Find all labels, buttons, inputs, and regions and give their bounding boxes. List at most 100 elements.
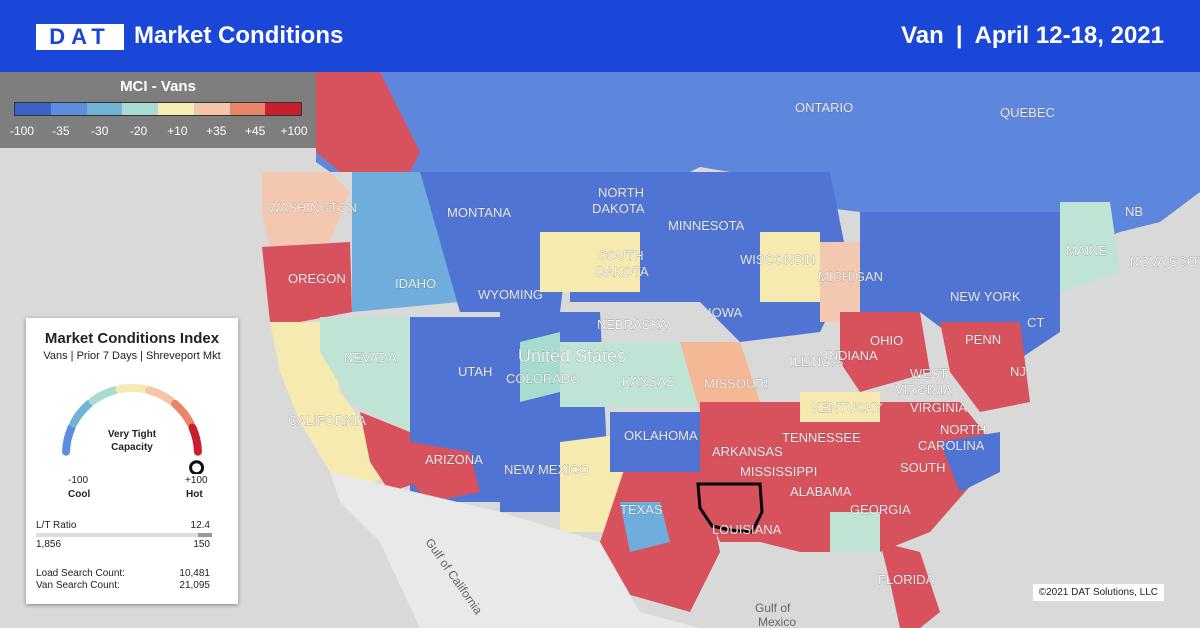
- legend-swatch: [15, 103, 51, 115]
- label-alabama: ALABAMA: [790, 484, 852, 499]
- lt-ratio-bar: [36, 533, 212, 537]
- region-kentucky: [800, 392, 880, 422]
- region-california: [270, 322, 390, 492]
- label-nova-scotia: NOVA SCOTIA: [1130, 254, 1200, 269]
- load-search-value: 10,481: [179, 568, 210, 579]
- legend-ticks: -100 -35 -30 -20 +10 +35 +45 +100: [0, 124, 316, 140]
- gauge-min-value: -100: [68, 475, 89, 486]
- mci-gauge: [62, 384, 205, 474]
- legend-swatch: [122, 103, 158, 115]
- legend-tick: -35: [52, 124, 70, 138]
- region-montana-wyo: [420, 172, 570, 312]
- lt-ratio-value: 12.4: [190, 520, 210, 531]
- legend-tick: +10: [167, 124, 188, 138]
- label-arizona: ARIZONA: [425, 452, 483, 467]
- label-south-dakota-2: DAKOTA: [596, 264, 649, 279]
- label-montana: MONTANA: [447, 205, 511, 220]
- region-arizona-hot: [410, 442, 480, 502]
- label-colorado: COLORADO: [506, 371, 580, 386]
- legend-swatch: [193, 103, 230, 115]
- gauge-indicator: [189, 460, 205, 474]
- van-search-value: 21,095: [179, 580, 210, 591]
- copyright-credit: ©2021 DAT Solutions, LLC: [1032, 584, 1164, 601]
- legend-swatch: [86, 103, 123, 115]
- legend-swatch: [265, 103, 301, 115]
- label-nj: NJ: [1010, 364, 1026, 379]
- legend-title: MCI - Vans: [120, 78, 196, 95]
- card-title: Market Conditions Index: [44, 330, 220, 347]
- region-southeast: [700, 402, 1000, 552]
- label-west-virginia-2: VIRGINIA: [895, 382, 952, 397]
- label-maine: MAINE: [1066, 243, 1108, 258]
- label-iowa: IOWA: [708, 305, 743, 320]
- label-new-york: NEW YORK: [950, 289, 1021, 304]
- label-california: CALIFORNIA: [288, 413, 366, 428]
- region-maine: [1060, 202, 1120, 292]
- mci-map[interactable]: ONTARIO QUEBEC NB NOVA SCOTIA WASHINGTON…: [0, 72, 1200, 628]
- label-wisconsin: WISCONSIN: [740, 252, 815, 267]
- region-south-dakota: [540, 232, 640, 292]
- header-separator: |: [955, 22, 963, 49]
- label-kentucky: KENTUCKY: [812, 400, 883, 415]
- label-quebec: QUEBEC: [1000, 105, 1055, 120]
- van-search-label: Van Search Count:: [36, 580, 120, 591]
- label-idaho: IDAHO: [395, 276, 436, 291]
- label-penn: PENN: [965, 332, 1001, 347]
- card-subtitle: Vans | Prior 7 Days | Shreveport Mkt: [43, 350, 221, 362]
- label-illinois: ILLINOIS: [790, 354, 844, 369]
- label-kansas: KANSAS: [622, 374, 675, 389]
- gauge-status-line2: Capacity: [111, 442, 153, 453]
- shreveport-market-outline: [696, 482, 764, 534]
- legend-tick: +100: [280, 124, 308, 138]
- label-oregon: OREGON: [288, 271, 346, 286]
- legend-swatch: [158, 103, 194, 115]
- legend-tick: -100: [9, 124, 35, 138]
- region-georgia: [830, 512, 880, 552]
- gauge-arc-segment: [188, 423, 202, 456]
- region-kansas: [560, 342, 700, 407]
- label-nb: NB: [1125, 204, 1143, 219]
- region-canada: [316, 72, 1200, 252]
- label-louisiana: LOUISIANA: [712, 522, 782, 537]
- gauge-arc-segment: [170, 399, 195, 428]
- region-ohio-valley: [840, 312, 930, 392]
- label-nebraska: NEBRASKA: [597, 317, 668, 332]
- label-ohio: OHIO: [870, 333, 903, 348]
- region-mexico: [330, 472, 700, 628]
- gauge-status-line1: Very Tight: [107, 429, 157, 440]
- label-new-mexico: NEW MEXICO: [504, 462, 589, 477]
- label-nevada: NEVADA: [344, 350, 397, 365]
- label-west-virginia-1: WEST: [910, 366, 948, 381]
- mci-legend: MCI - Vans -100 -35 -30 -20 +10 +35 +45 +100: [0, 72, 316, 148]
- legend-tick: +45: [244, 124, 266, 138]
- region-florida: [880, 542, 940, 628]
- gauge-arcs: [62, 384, 202, 456]
- label-united-states: United States: [518, 346, 626, 366]
- label-north-dakota-1: NORTH: [598, 185, 644, 200]
- mci-card: Market Conditions Index Vans | Prior 7 D…: [26, 318, 238, 604]
- label-south-dakota-1: SOUTH: [598, 248, 644, 263]
- loads-value: 1,856: [36, 539, 62, 550]
- legend-tick: +35: [206, 124, 227, 138]
- region-socal: [360, 412, 420, 492]
- label-wyoming: WYOMING: [478, 287, 543, 302]
- legend-swatch: [50, 103, 87, 115]
- label-north-dakota-2: DAKOTA: [592, 201, 645, 216]
- legend-color-bar: [14, 102, 302, 116]
- equipment-type: Van: [901, 22, 944, 49]
- region-bc-hot: [316, 72, 420, 172]
- page-title: Market Conditions: [134, 22, 344, 49]
- label-indiana: INDIANA: [825, 348, 878, 363]
- label-virginia: VIRGINIA: [910, 400, 967, 415]
- header-bar: DAT Market Conditions Van | April 12-18, 2…: [0, 0, 1200, 72]
- gauge-arc-segment: [62, 423, 76, 456]
- label-north-carolina-1: NORTH: [940, 422, 986, 437]
- region-oklahoma: [610, 412, 700, 472]
- gauge-arc-segment: [69, 399, 94, 428]
- label-washington: WASHINGTON: [268, 200, 357, 215]
- legend-tick: -30: [91, 124, 109, 138]
- label-michigan: MICHIGAN: [818, 269, 883, 284]
- label-utah: UTAH: [458, 364, 492, 379]
- header-context: Van | April 12-18, 2021: [901, 22, 1164, 50]
- label-north-carolina-2: CAROLINA: [918, 438, 985, 453]
